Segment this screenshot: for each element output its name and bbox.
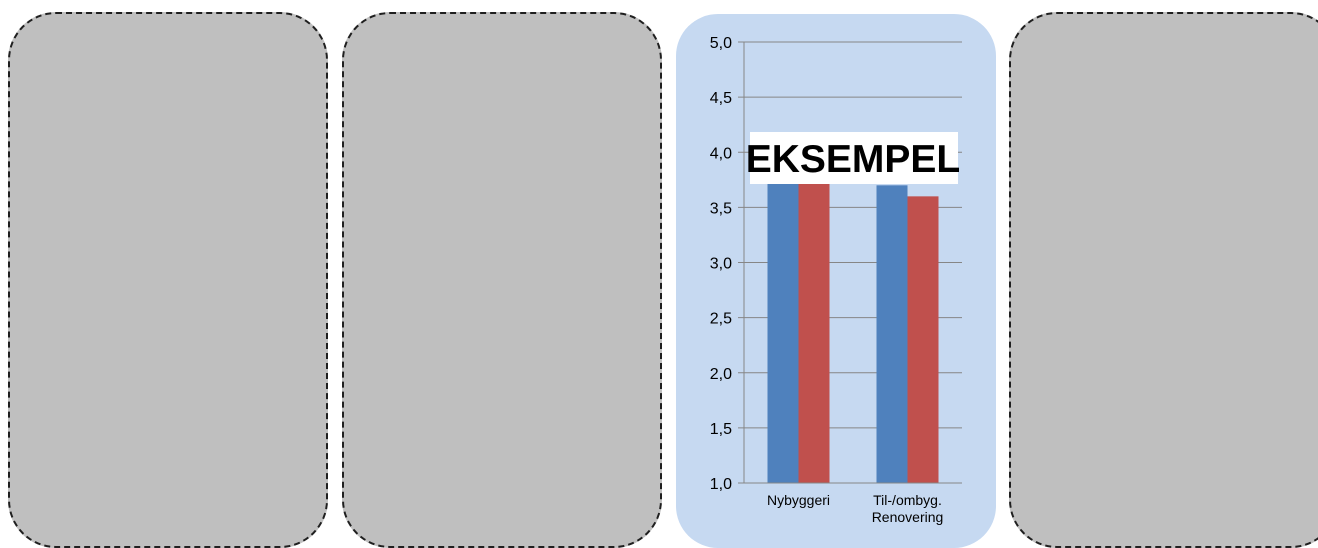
y-tick-label: 1,5 xyxy=(710,421,732,438)
placeholder-panel-2 xyxy=(342,12,662,548)
bars xyxy=(767,152,939,484)
watermark-background xyxy=(750,132,958,184)
y-tick-label: 1,0 xyxy=(710,476,732,493)
x-category-label: Til-/ombyg. xyxy=(873,492,942,508)
bar xyxy=(798,152,830,483)
y-tick-label: 2,5 xyxy=(710,311,732,328)
bar xyxy=(907,196,939,483)
y-tick-label: 5,0 xyxy=(710,35,732,52)
bar xyxy=(767,174,799,484)
y-axis-tick-labels: 1,0 1,5 2,0 2,5 3,0 3,5 4,0 4,5 5,0 xyxy=(710,35,732,493)
x-category-label: Renovering xyxy=(872,509,944,525)
bar-chart: 1,0 1,5 2,0 2,5 3,0 3,5 4,0 4,5 5,0 Nybyggeri Til… xyxy=(710,35,962,525)
x-axis-category-labels: Nybyggeri Til-/ombyg.Renovering xyxy=(767,492,943,525)
y-tick-label: 4,5 xyxy=(710,90,732,107)
watermark-text: EKSEMPEL xyxy=(746,138,961,181)
y-tick-label: 3,0 xyxy=(710,256,732,273)
x-category-label: Nybyggeri xyxy=(767,492,830,508)
y-tick-label: 4,0 xyxy=(710,145,732,162)
placeholder-panel-1 xyxy=(8,12,328,548)
bar xyxy=(876,185,908,483)
y-tick-label: 2,0 xyxy=(710,366,732,383)
axes xyxy=(743,42,962,484)
y-tick-label: 3,5 xyxy=(710,200,732,217)
chart-panel: 1,0 1,5 2,0 2,5 3,0 3,5 4,0 4,5 5,0 Nybyggeri Til… xyxy=(676,14,996,548)
placeholder-panel-4 xyxy=(1009,12,1318,548)
